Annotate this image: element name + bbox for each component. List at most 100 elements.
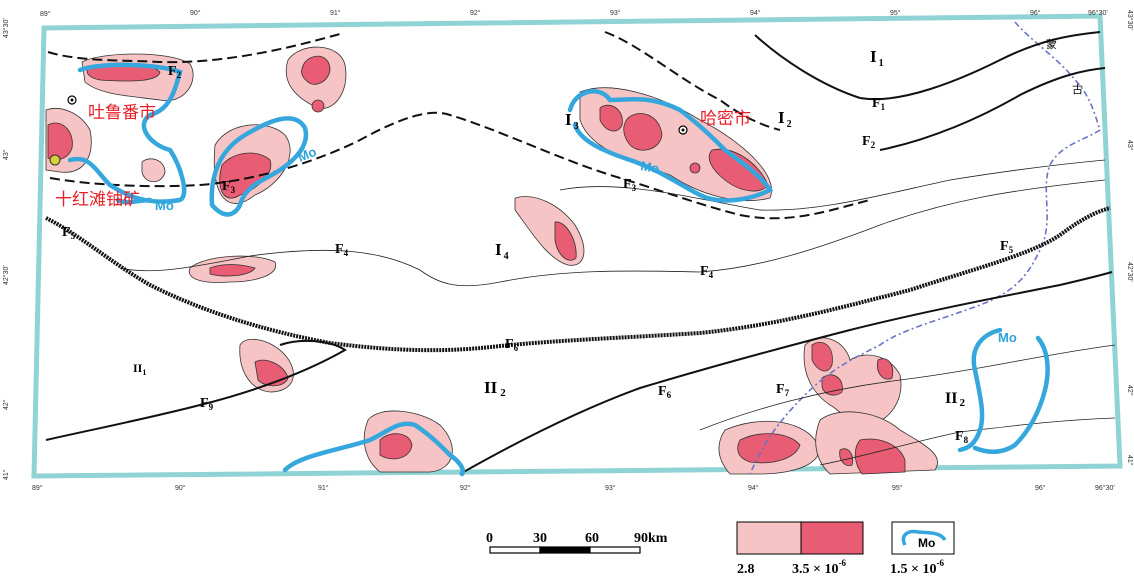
mo-line bbox=[567, 89, 774, 203]
tick-top: 92° bbox=[470, 9, 481, 17]
tick-right: 43°30' bbox=[1126, 10, 1134, 30]
mo-legend: Mo 1.5 × 10-6 bbox=[890, 521, 955, 577]
tick-right: 42°30' bbox=[1126, 262, 1134, 282]
dashed-faults bbox=[47, 31, 871, 220]
mine-marker bbox=[49, 154, 61, 166]
city-label-hami: 哈密市 bbox=[700, 109, 751, 129]
tick-bottom: 95° bbox=[892, 484, 903, 492]
tick-top: 91° bbox=[330, 9, 341, 17]
tick-bottom: 90° bbox=[175, 484, 186, 492]
scale-segment bbox=[589, 546, 641, 554]
anomaly-core bbox=[379, 433, 413, 460]
mo-line bbox=[209, 116, 309, 217]
tick-right: 42° bbox=[1126, 385, 1134, 396]
tick-bottom: 94° bbox=[748, 484, 759, 492]
tick-bottom: 89° bbox=[32, 484, 43, 492]
fault-labels: F1 F2 F2 F3 F3 F4 F4 F5 F5 F6 F6 F7 F8 F… bbox=[62, 64, 1014, 445]
tick-top: 96° bbox=[1030, 9, 1041, 17]
fault-solid bbox=[879, 67, 1106, 151]
fault-dashed bbox=[49, 111, 871, 220]
anomaly-low-label: 2.8 bbox=[737, 562, 755, 577]
province-boundary bbox=[749, 21, 1101, 475]
tick-bottom: 96°30' bbox=[1095, 484, 1115, 492]
mo-labels: Mo Mo Mo Mo bbox=[155, 144, 1017, 345]
fault-solid bbox=[45, 206, 1111, 353]
tick-bottom: 91° bbox=[318, 484, 329, 492]
mo-label: Mo bbox=[998, 330, 1017, 345]
tick-bottom: 96° bbox=[1035, 484, 1046, 492]
fault-label: F4 bbox=[700, 264, 714, 280]
tick-left: 43° bbox=[2, 149, 10, 160]
anomaly-core bbox=[599, 104, 623, 132]
tick-top: 90° bbox=[190, 9, 201, 17]
boundary-line bbox=[819, 417, 1116, 466]
region-mark-1: 蒙 bbox=[1046, 38, 1057, 51]
tick-right: 41° bbox=[1126, 455, 1134, 466]
swatch-high bbox=[800, 521, 864, 555]
tick-left: 42° bbox=[2, 399, 10, 410]
fault-label: F5 bbox=[62, 225, 76, 241]
scale-label: 90km bbox=[634, 531, 668, 546]
fault-label: F7 bbox=[776, 382, 790, 398]
anomaly-core bbox=[311, 99, 325, 113]
tick-left: 41° bbox=[2, 469, 10, 480]
anomaly-core bbox=[209, 264, 256, 277]
anomaly-core bbox=[301, 55, 331, 85]
tick-right: 43° bbox=[1126, 140, 1134, 151]
boundary-line bbox=[559, 159, 1106, 211]
tick-left: 42°30' bbox=[2, 265, 10, 285]
anomaly-core bbox=[877, 358, 894, 380]
mo-line bbox=[282, 421, 466, 477]
coord-ticks: 89° 90° 91° 92° 93° 94° 95° 96° 96°30' 8… bbox=[2, 9, 1134, 492]
fault-label: F1 bbox=[872, 96, 886, 112]
anomaly-cores bbox=[47, 55, 906, 475]
tick-top: 96°30' bbox=[1088, 9, 1108, 17]
anomaly-outer bbox=[141, 158, 166, 183]
mo-label: Mo bbox=[296, 144, 319, 165]
fault-solid bbox=[45, 339, 347, 441]
fault-label: F2 bbox=[862, 134, 876, 150]
tick-top: 93° bbox=[610, 9, 621, 17]
anomaly-core bbox=[839, 448, 854, 467]
zone-label: II 2 bbox=[484, 378, 506, 399]
mo-legend-label: Mo bbox=[918, 536, 935, 550]
mo-line bbox=[957, 327, 1003, 453]
fault-label: F3 bbox=[222, 179, 236, 195]
fault-label: F9 bbox=[200, 396, 214, 412]
city-marker bbox=[67, 95, 77, 105]
city-label-mine: 十红滩铀矿 bbox=[55, 190, 140, 210]
fault-dashed bbox=[47, 33, 341, 64]
tick-top: 95° bbox=[890, 9, 901, 17]
scale-label: 60 bbox=[585, 531, 599, 546]
tick-bottom: 93° bbox=[605, 484, 616, 492]
mo-label: Mo bbox=[639, 158, 660, 176]
scale-label: 0 bbox=[486, 531, 493, 546]
city-label-turpan: 吐鲁番市 bbox=[88, 103, 156, 123]
scale-segment bbox=[489, 546, 541, 554]
fault-label: F5 bbox=[1000, 239, 1014, 255]
mo-legend-value: 1.5 × 10-6 bbox=[890, 558, 944, 577]
tick-bottom: 92° bbox=[460, 484, 471, 492]
anomaly-core bbox=[554, 221, 577, 261]
mo-legend-line bbox=[901, 529, 947, 546]
tick-top: 89° bbox=[40, 10, 51, 18]
anomaly-core bbox=[689, 162, 701, 174]
fault-solid bbox=[754, 31, 1101, 101]
swatch-low bbox=[736, 521, 802, 555]
scale-segment bbox=[539, 546, 591, 554]
zone-label: II1 bbox=[133, 361, 146, 377]
solid-faults bbox=[45, 31, 1113, 475]
fault-label: F6 bbox=[505, 337, 519, 353]
anomaly-high-label: 3.5 × 10-6 bbox=[792, 558, 846, 577]
fault-label: F6 bbox=[658, 384, 672, 400]
anomaly-core bbox=[708, 148, 769, 192]
mo-line bbox=[972, 335, 1050, 454]
fault-label: F2 bbox=[168, 64, 182, 80]
mo-line bbox=[115, 197, 153, 205]
mo-isolines bbox=[67, 62, 1050, 477]
city-marker bbox=[678, 125, 688, 135]
